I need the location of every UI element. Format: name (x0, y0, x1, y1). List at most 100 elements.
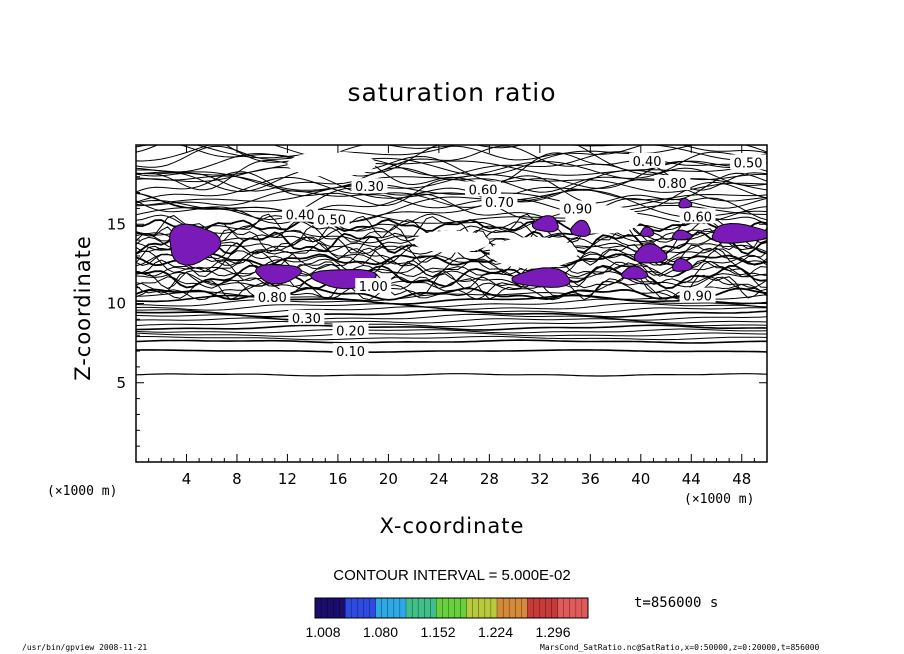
supersaturated-region (169, 223, 222, 266)
colorbar-swatch (430, 597, 437, 619)
y-tick-label: 10 (107, 295, 126, 313)
time-label: t=856000 s (634, 595, 719, 611)
contour-line (136, 335, 767, 341)
x-tick-label: 8 (232, 470, 242, 488)
contour-label-bg (465, 181, 502, 197)
colorbar-swatch (424, 597, 431, 619)
x-tick-label: 36 (581, 470, 600, 488)
x-tick-label: 4 (182, 470, 192, 488)
x-tick-label: 32 (530, 470, 549, 488)
contour-line (136, 160, 767, 176)
x-tick-label: 24 (429, 470, 448, 488)
colorbar-swatch (369, 597, 377, 619)
supersaturated-region (620, 265, 649, 280)
colorbar-swatch (484, 597, 492, 619)
colorbar-swatch (551, 597, 559, 619)
chart-title: saturation ratio (347, 78, 557, 107)
low-ratio-region (489, 236, 578, 269)
colorbar-tick-label: 1.296 (535, 624, 570, 640)
colorbar-swatch (357, 597, 365, 619)
colorbar-swatch (508, 597, 516, 619)
colorbar-swatch (314, 597, 322, 619)
contour-line (136, 302, 767, 311)
contour-label-bg (282, 206, 319, 222)
contour-label: 0.30 (355, 180, 384, 195)
contour-line (136, 276, 767, 301)
colorbar-swatch (575, 597, 583, 619)
colorbar-swatch (381, 597, 389, 619)
contour-line (136, 167, 767, 193)
low-ratio-region (413, 230, 490, 253)
colorbar-swatch (351, 597, 358, 619)
contour-line (136, 328, 767, 334)
supersaturated-region (511, 267, 571, 288)
contour-label: 1.00 (359, 280, 388, 295)
colorbar-tick-label: 1.224 (478, 624, 513, 640)
colorbar-swatch (472, 597, 480, 619)
contour-label: 0.70 (485, 196, 514, 211)
contour-line (136, 259, 767, 278)
colorbar-tick-label: 1.152 (420, 624, 455, 640)
colorbar-swatch (448, 597, 456, 619)
colorbar-swatch (527, 597, 534, 619)
x-unit-label-right: (×1000 m) (684, 492, 755, 507)
contour-line (136, 321, 767, 328)
colorbar-swatch (333, 597, 340, 619)
contour-line (136, 317, 767, 324)
x-axis-label: X-coordinate (379, 514, 525, 538)
y-tick-label: 5 (116, 374, 126, 392)
contour-label: 0.40 (633, 155, 662, 170)
supersaturated-region (640, 226, 655, 238)
contour-line (136, 309, 767, 318)
x-unit-label-left: (×1000 m) (47, 484, 118, 499)
contour-label: 0.90 (683, 290, 712, 305)
x-tick-label: 48 (732, 470, 751, 488)
colorbar-swatch (466, 597, 474, 619)
colorbar-swatch (442, 597, 449, 619)
colorbar-swatch (339, 597, 346, 619)
colorbar-swatch (417, 597, 425, 619)
contour-line (136, 281, 767, 301)
supersaturated-region (570, 219, 591, 237)
colorbar-swatch (345, 597, 352, 619)
footer-source: MarsCond_SatRatio.nc@SatRatio,x=0:50000,… (540, 643, 820, 652)
x-tick-label: 16 (328, 470, 347, 488)
colorbar-swatch (436, 597, 443, 619)
colorbar-swatch (496, 597, 504, 619)
supersaturated-region (678, 197, 693, 209)
colorbar-swatch (411, 597, 419, 619)
colorbar-swatch (387, 597, 395, 619)
contour-label: 0.60 (683, 210, 712, 225)
supersaturated-region (711, 222, 767, 244)
y-tick-label: 15 (107, 215, 126, 233)
contour-label-bg (679, 287, 716, 303)
contour-lines: 0.100.200.300.300.40 0.500.600.700.800.90… (136, 145, 767, 377)
contour-label: 0.30 (292, 312, 321, 327)
contour-line (136, 218, 767, 233)
colorbar-swatch (320, 597, 328, 619)
contour-line (136, 204, 767, 224)
contour-line (136, 332, 767, 337)
contour-label-bg (679, 208, 716, 224)
contour-line (136, 181, 767, 221)
supersaturated-region (671, 229, 693, 241)
contour-label-bg (332, 322, 369, 338)
contour-line (136, 264, 767, 290)
contour-line (136, 259, 767, 290)
contour-label-bg (313, 211, 350, 227)
x-tick-label: 40 (631, 470, 650, 488)
colorbar-swatch (460, 597, 468, 619)
colorbar-swatch (454, 597, 462, 619)
contour-label-bg (355, 278, 392, 294)
colorbar-swatch (539, 597, 547, 619)
colorbar-swatch (533, 597, 540, 619)
colorbar-swatch (502, 597, 510, 619)
contour-line (136, 183, 767, 209)
colorbar-swatch (563, 597, 571, 619)
contour-label: 0.90 (563, 202, 592, 217)
colorbar-tick-label: 1.008 (305, 624, 340, 640)
contour-label-bg (288, 309, 325, 325)
supersaturated-region (255, 264, 303, 285)
x-tick-label: 28 (480, 470, 499, 488)
